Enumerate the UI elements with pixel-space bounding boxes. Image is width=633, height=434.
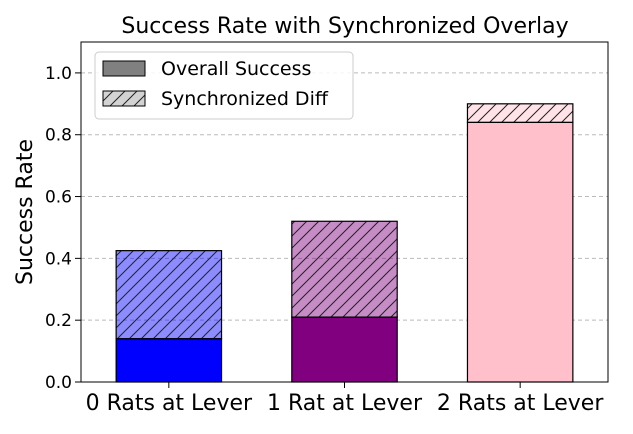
bar-synchronized-diff bbox=[291, 220, 398, 318]
chart-title: Success Rate with Synchronized Overlay bbox=[121, 14, 568, 39]
y-tick-label: 1.0 bbox=[45, 64, 72, 84]
legend-label: Synchronized Diff bbox=[161, 88, 329, 110]
plot-frame bbox=[80, 41, 609, 383]
axis-ticks: 0.0 0.2 0.4 0.6 0.8 1.0 0 Rats at Lever 1 Rat a… bbox=[45, 64, 604, 416]
x-tick-label: 1 Rat at Lever bbox=[267, 391, 423, 416]
y-tick-label: 0.2 bbox=[45, 311, 72, 331]
y-tick-label: 0.8 bbox=[45, 126, 72, 146]
bar-overall-success bbox=[291, 316, 398, 383]
y-tick-label: 0.6 bbox=[45, 188, 72, 208]
legend-swatch-hatch bbox=[102, 90, 146, 107]
y-tick-label: 0.4 bbox=[45, 249, 72, 269]
legend-label: Overall Success bbox=[161, 58, 311, 80]
bar-synchronized-diff bbox=[115, 250, 223, 340]
legend: Overall Success Synchronized Diff bbox=[94, 51, 354, 120]
y-axis-label: Success Rate bbox=[13, 139, 38, 285]
legend-swatch bbox=[102, 60, 146, 77]
bar-overall-success bbox=[115, 338, 223, 383]
x-tick-label: 0 Rats at Lever bbox=[86, 391, 253, 416]
bar-overall-success bbox=[466, 121, 574, 383]
x-tick-label: 2 Rats at Lever bbox=[437, 391, 604, 416]
y-tick-label: 0.0 bbox=[45, 373, 72, 393]
legend-box bbox=[94, 51, 354, 120]
bar-synchronized-diff bbox=[466, 103, 574, 123]
bars bbox=[115, 103, 574, 383]
